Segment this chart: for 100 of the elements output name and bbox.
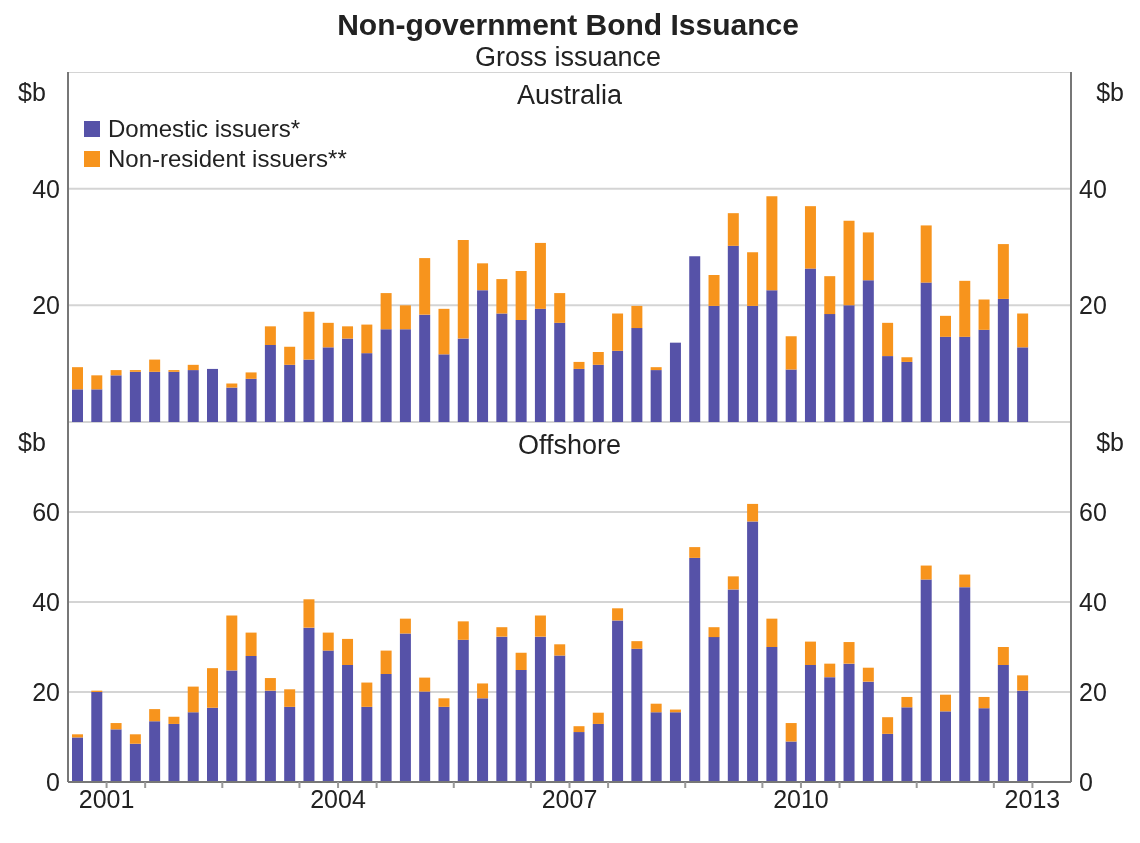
bar [419, 258, 431, 315]
bar [496, 627, 508, 637]
bar [226, 615, 238, 671]
bar [573, 732, 585, 782]
bar [457, 240, 469, 339]
bar [168, 723, 180, 782]
bar [843, 220, 855, 306]
bar [882, 356, 894, 422]
bar [149, 709, 161, 722]
bar [612, 620, 624, 782]
bar [110, 723, 122, 730]
y2-tick-label: 20 [1079, 677, 1107, 706]
bar [978, 329, 990, 422]
bar [804, 641, 816, 665]
bar [264, 326, 276, 345]
bar [187, 686, 199, 713]
bar [399, 618, 411, 634]
bar [804, 665, 816, 782]
bar [804, 268, 816, 422]
y-axis-title: $b [18, 428, 46, 456]
bar [361, 324, 373, 354]
bar [284, 689, 296, 707]
bar [939, 694, 951, 712]
y2-axis-title: $b [1096, 78, 1124, 106]
bar [438, 706, 450, 782]
bar [284, 706, 296, 782]
bar [939, 711, 951, 782]
bar [669, 342, 681, 422]
bar [438, 308, 450, 355]
bar [592, 723, 604, 782]
bar [303, 311, 315, 360]
bar [862, 280, 874, 422]
bar [997, 244, 1009, 299]
annotation: Australia [516, 80, 623, 110]
bar [862, 232, 874, 281]
bar [554, 655, 566, 782]
bar [766, 647, 778, 782]
bar [747, 252, 759, 306]
bar [650, 712, 662, 782]
bar [187, 364, 199, 371]
bar [669, 712, 681, 782]
bar [843, 663, 855, 782]
bar [612, 350, 624, 422]
bar [727, 576, 739, 590]
bar [708, 275, 720, 306]
x-tick-label: 2007 [541, 784, 598, 813]
bar [72, 737, 83, 782]
bar [727, 589, 739, 782]
bar [515, 652, 527, 670]
bar [477, 698, 489, 782]
y-tick-label: 0 [46, 767, 60, 796]
bar [785, 723, 797, 742]
bar [91, 389, 103, 422]
bar [245, 632, 257, 656]
bar [207, 368, 219, 422]
bar [631, 305, 643, 329]
bar [419, 314, 431, 422]
bar [515, 319, 527, 422]
bar [1017, 675, 1029, 691]
y-tick-label: 40 [32, 174, 60, 203]
bar [939, 315, 951, 337]
bar [573, 361, 585, 369]
bar [554, 644, 566, 656]
y-tick-label: 20 [32, 677, 60, 706]
bar [689, 557, 701, 782]
bar [207, 707, 219, 782]
bar [824, 663, 836, 678]
bar [322, 347, 334, 422]
bar [477, 263, 489, 291]
bar [592, 352, 604, 365]
bar [689, 256, 701, 422]
bar [959, 280, 971, 337]
bar [110, 375, 122, 422]
bar [72, 367, 83, 390]
y2-tick-label: 0 [1079, 767, 1093, 796]
bar [399, 329, 411, 422]
bar [149, 371, 161, 422]
y-tick-label: 40 [32, 587, 60, 616]
y-tick-label: 60 [32, 497, 60, 526]
bar [303, 627, 315, 782]
bar [380, 650, 392, 674]
x-tick-label: 2001 [78, 784, 135, 813]
bar [959, 336, 971, 422]
bar [650, 703, 662, 713]
bar [882, 717, 894, 734]
bar [264, 690, 276, 782]
bar [959, 587, 971, 782]
bar [419, 691, 431, 782]
bar [438, 698, 450, 707]
bar [612, 313, 624, 351]
bar [477, 683, 489, 699]
bar [534, 636, 546, 782]
bar [631, 328, 643, 422]
bar [361, 706, 373, 782]
bar [612, 608, 624, 621]
bar [534, 615, 546, 637]
bar [631, 641, 643, 649]
bar [843, 305, 855, 422]
bar [1017, 690, 1029, 782]
x-tick-label: 2004 [310, 784, 366, 813]
